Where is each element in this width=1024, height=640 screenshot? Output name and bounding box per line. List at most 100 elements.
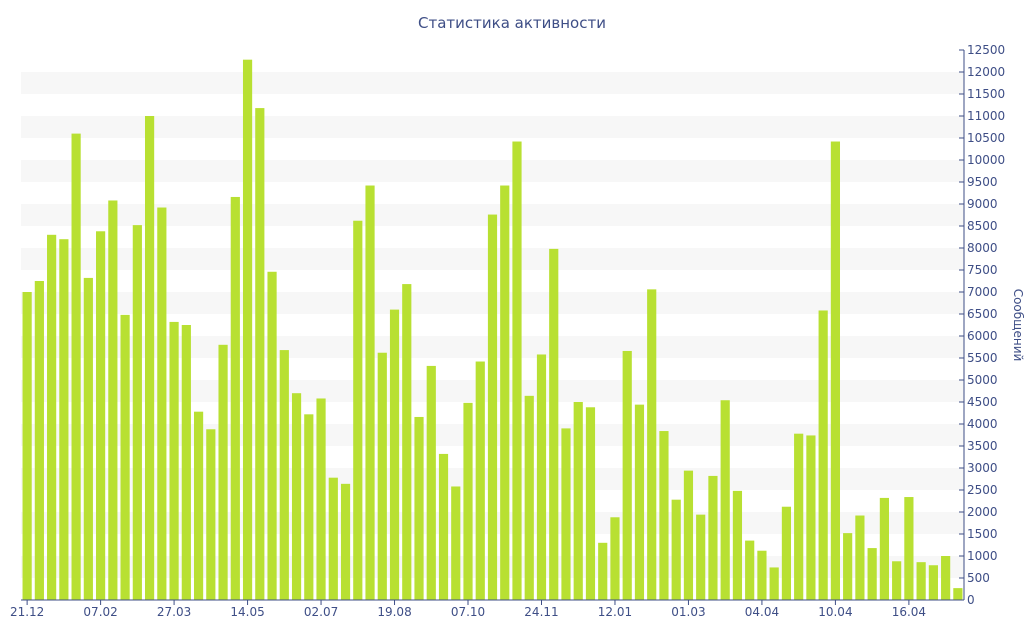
bar bbox=[279, 350, 289, 600]
y-tick-label: 2500 bbox=[967, 483, 998, 497]
x-tick-label: 01.03 bbox=[671, 605, 705, 619]
bar bbox=[120, 314, 130, 600]
y-tick-label: 4500 bbox=[967, 395, 998, 409]
y-tick-label: 5000 bbox=[967, 373, 998, 387]
y-tick-label: 1500 bbox=[967, 527, 998, 541]
y-tick-label: 9000 bbox=[967, 197, 998, 211]
y-tick-label: 8000 bbox=[967, 241, 998, 255]
bar-series bbox=[22, 59, 963, 601]
y-tick-label: 12500 bbox=[967, 43, 1005, 57]
y-tick-label: 7000 bbox=[967, 285, 998, 299]
bar bbox=[463, 402, 473, 600]
x-tick-label: 02.07 bbox=[304, 605, 338, 619]
bar bbox=[304, 414, 314, 600]
bar bbox=[267, 271, 277, 600]
x-tick-label: 24.11 bbox=[524, 605, 558, 619]
y-tick-label: 9500 bbox=[967, 175, 998, 189]
bar bbox=[389, 309, 400, 600]
bar bbox=[928, 565, 938, 600]
y-tick-label: 7500 bbox=[967, 263, 998, 277]
bar bbox=[904, 497, 914, 600]
bar bbox=[843, 533, 853, 600]
bar bbox=[769, 567, 779, 600]
bar bbox=[414, 416, 424, 600]
y-tick-label: 3500 bbox=[967, 439, 998, 453]
x-tick-label: 07.10 bbox=[451, 605, 485, 619]
y-tick-label: 11500 bbox=[967, 87, 1005, 101]
bar bbox=[671, 499, 681, 600]
bar bbox=[34, 281, 44, 600]
bar bbox=[316, 398, 326, 600]
bar bbox=[536, 354, 547, 600]
bar bbox=[512, 141, 522, 600]
bar bbox=[487, 214, 498, 600]
bar bbox=[193, 411, 204, 600]
bar bbox=[867, 548, 877, 600]
bar bbox=[941, 556, 951, 600]
x-tick-label: 14.05 bbox=[230, 605, 264, 619]
bar bbox=[377, 352, 387, 600]
bar bbox=[879, 497, 889, 600]
bar bbox=[206, 429, 216, 600]
bar bbox=[622, 350, 632, 600]
x-tick-label: 10.04 bbox=[818, 605, 852, 619]
bar bbox=[47, 234, 57, 601]
bar bbox=[340, 483, 351, 600]
bar bbox=[451, 486, 461, 600]
bar bbox=[144, 116, 155, 600]
x-tick-label: 16.04 bbox=[892, 605, 926, 619]
bar bbox=[953, 588, 963, 600]
bar bbox=[132, 225, 142, 600]
bar bbox=[255, 108, 265, 600]
bar bbox=[855, 515, 865, 600]
bar bbox=[96, 231, 106, 600]
y-axis-ticks: 0 500 1000 1500 2000 2500 3000 3500 4000 4500 5000… bbox=[959, 43, 1005, 607]
y-tick-label: 6000 bbox=[967, 329, 998, 343]
bar bbox=[438, 453, 449, 600]
bar bbox=[218, 344, 228, 600]
bar bbox=[549, 248, 559, 600]
bar bbox=[683, 470, 694, 600]
x-tick-label: 19.08 bbox=[377, 605, 411, 619]
bar bbox=[402, 284, 412, 600]
bar bbox=[108, 200, 118, 601]
bar bbox=[242, 59, 253, 601]
bar bbox=[524, 395, 534, 600]
grid-band bbox=[21, 72, 964, 94]
x-tick-label: 27.03 bbox=[157, 605, 191, 619]
bar bbox=[830, 141, 841, 600]
bar bbox=[794, 433, 804, 600]
bar bbox=[610, 517, 620, 600]
grid-band bbox=[21, 160, 964, 182]
bar bbox=[696, 514, 706, 600]
y-tick-label: 8500 bbox=[967, 219, 998, 233]
bar bbox=[22, 292, 32, 600]
x-tick-label: 07.02 bbox=[83, 605, 117, 619]
x-tick-label: 21.12 bbox=[10, 605, 44, 619]
y-tick-label: 1000 bbox=[967, 549, 998, 563]
y-tick-label: 11000 bbox=[967, 109, 1005, 123]
x-tick-label: 12.01 bbox=[598, 605, 632, 619]
bar bbox=[659, 431, 669, 600]
y-tick-label: 2000 bbox=[967, 505, 998, 519]
bar bbox=[647, 289, 657, 600]
y-tick-label: 0 bbox=[967, 593, 975, 607]
bar bbox=[475, 361, 485, 600]
y-axis-title: Сообщений bbox=[1011, 289, 1024, 362]
bar bbox=[916, 562, 926, 600]
bar bbox=[181, 325, 191, 600]
bar bbox=[353, 220, 363, 600]
y-tick-label: 4000 bbox=[967, 417, 998, 431]
bar bbox=[781, 506, 792, 600]
bar bbox=[818, 310, 828, 600]
bar bbox=[59, 239, 69, 600]
y-tick-label: 5500 bbox=[967, 351, 998, 365]
bar bbox=[83, 277, 93, 600]
bar bbox=[328, 477, 338, 600]
y-tick-label: 12000 bbox=[967, 65, 1005, 79]
bar bbox=[426, 365, 436, 600]
y-tick-label: 500 bbox=[967, 571, 990, 585]
x-tick-label: 04.04 bbox=[745, 605, 779, 619]
